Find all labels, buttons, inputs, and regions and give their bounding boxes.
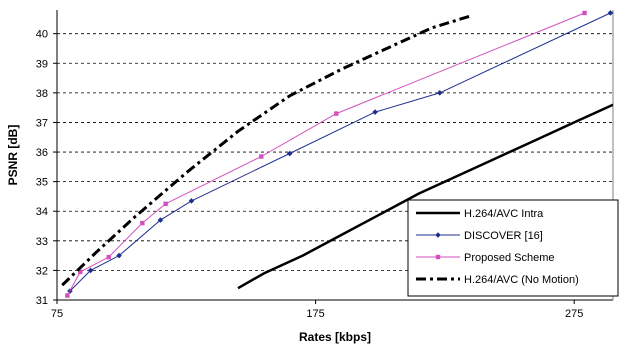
data-point-diamond [87,267,94,274]
y-tick-label: 32 [36,265,48,277]
data-point-diamond [286,150,293,157]
data-point-diamond [188,198,195,204]
x-tick-label: 275 [565,308,583,320]
x-tick-label: 175 [306,308,324,320]
data-point-square [65,293,70,298]
legend-label: H.264/AVC Intra [464,208,544,220]
x-axis-title: Rates [kbps] [299,330,371,344]
axes [53,10,614,304]
y-tick-label: 40 [36,29,48,41]
series-layer [61,10,613,298]
y-tick-label: 38 [36,88,48,100]
y-tick-label: 31 [36,295,48,307]
legend-label: H.264/AVC (No Motion) [464,274,579,286]
data-point-square [140,220,145,226]
legend-entry: DISCOVER [16] [416,230,543,242]
series-line [237,103,613,290]
x-tick-label: 75 [51,308,63,320]
y-axis-title: PSNR [dB] [6,125,20,186]
grid-lines [57,33,613,271]
data-point-diamond [372,109,378,115]
series-0 [237,103,613,290]
data-point-square [163,201,168,207]
data-point-diamond [116,252,122,259]
y-tick-label: 34 [36,206,48,218]
data-point-square [334,111,339,116]
legend-entry: H.264/AVC (No Motion) [416,274,579,286]
legend-entry: H.264/AVC Intra [416,208,544,220]
data-point-square [259,154,264,159]
y-tick-label: 36 [36,147,48,159]
y-tick-label: 35 [36,177,48,189]
data-point-diamond [157,217,164,223]
tick-labels: 31 32 33 34 35 36 37 38 39 40 75 175 275 [36,29,584,320]
y-tick-label: 39 [36,58,48,70]
data-point-diamond [435,232,441,238]
legend-label: DISCOVER [16] [464,230,543,242]
y-tick-label: 33 [36,236,48,248]
legend-label: Proposed Scheme [464,252,555,264]
data-point-square [435,254,441,260]
data-point-square [78,269,83,275]
legend: H.264/AVC Intra DISCOVER [16] Proposed Sch… [407,199,619,297]
data-point-square [106,254,111,260]
series-2 [65,10,587,298]
legend-entry: Proposed Scheme [416,252,555,264]
data-point-diamond [607,10,613,16]
y-tick-label: 37 [36,117,48,129]
data-point-diamond [436,90,443,96]
series-line [66,12,585,296]
data-point-square [582,10,587,16]
